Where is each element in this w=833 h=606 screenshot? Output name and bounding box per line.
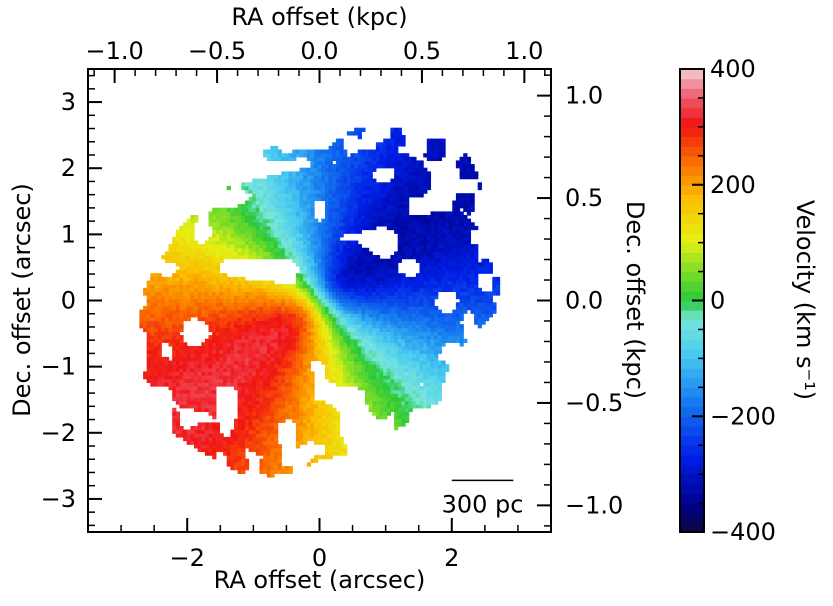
- colorbar-band: [680, 425, 704, 437]
- colorbar-tick-label: −200: [710, 402, 776, 430]
- y2-tick-label: 1.0: [565, 82, 603, 110]
- y-axis-ticks: −3 −2 −1 0 1 2 3: [41, 74, 102, 527]
- y-tick-label: 3: [61, 88, 76, 116]
- x-axis-ticks: −2 0 2: [87, 518, 552, 572]
- x2-axis-ticks: −1.0 −0.5 0.0 0.5 1.0: [85, 37, 546, 83]
- colorbar-band: [680, 175, 704, 186]
- colorbar-band: [680, 213, 704, 224]
- y2-tick-label: −1.0: [565, 491, 623, 519]
- colorbar-band: [680, 454, 704, 466]
- colorbar-band: [680, 271, 704, 282]
- colorbar-band: [680, 503, 704, 514]
- y2-tick-label: 0.5: [565, 184, 603, 212]
- colorbar-band: [680, 522, 704, 533]
- x2-tick-label: −1.0: [85, 37, 143, 65]
- colorbar-band: [680, 319, 704, 331]
- colorbar-band: [680, 126, 704, 138]
- colorbar-band: [680, 483, 704, 495]
- y-tick-label: −2: [41, 419, 76, 447]
- y-tick-label: 0: [61, 287, 76, 315]
- colorbar-tick-label: 400: [710, 55, 756, 83]
- colorbar-tick-label: 200: [710, 171, 756, 199]
- colorbar-band: [680, 416, 704, 427]
- colorbar-band: [680, 155, 704, 167]
- colorbar-band: [680, 232, 704, 244]
- y-axis-title: Dec. offset (arcsec): [8, 183, 36, 417]
- x2-tick-label: 1.0: [505, 37, 543, 65]
- colorbar-band: [680, 377, 704, 388]
- colorbar-band: [680, 97, 704, 109]
- x-tick-label: 0: [312, 544, 327, 572]
- colorbar-band: [680, 184, 704, 195]
- colorbar-band: [680, 435, 704, 446]
- colorbar-band: [680, 136, 704, 147]
- colorbar-band: [680, 464, 704, 475]
- colorbar-band: [680, 242, 704, 253]
- y2-axis-title: Dec. offset (kpc): [621, 201, 649, 399]
- colorbar-tick-label: 0: [710, 287, 725, 315]
- colorbar-band: [680, 290, 704, 302]
- x2-tick-label: 0.0: [300, 37, 338, 65]
- x2-axis-title: RA offset (kpc): [231, 3, 407, 31]
- colorbar-band: [680, 348, 704, 359]
- colorbar-ticks: −400 −200 0 200 400: [692, 55, 776, 546]
- colorbar: −400 −200 0 200 400 Velocity (km s⁻¹): [679, 55, 819, 546]
- colorbar-band: [680, 261, 704, 273]
- colorbar-band: [680, 88, 704, 99]
- colorbar-band: [680, 204, 704, 215]
- colorbar-band: [680, 474, 704, 485]
- colorbar-band: [680, 223, 704, 234]
- colorbar-band: [680, 368, 704, 379]
- colorbar-band: [680, 194, 704, 205]
- x2-tick-label: 0.5: [403, 37, 441, 65]
- colorbar-band: [680, 358, 704, 369]
- y-tick-label: −3: [41, 485, 76, 513]
- colorbar-band: [680, 165, 704, 176]
- colorbar-title: Velocity (km s⁻¹): [791, 200, 819, 400]
- x-tick-label: −2: [170, 544, 205, 572]
- colorbar-band: [680, 300, 704, 311]
- x-axis-title: RA offset (arcsec): [214, 566, 426, 594]
- colorbar-band: [680, 281, 704, 292]
- colorbar-band: [680, 146, 704, 157]
- y2-axis-ticks: −1.0 −0.5 0.0 0.5 1.0: [537, 74, 623, 527]
- y-tick-label: 1: [61, 220, 76, 248]
- y2-tick-label: −0.5: [565, 389, 623, 417]
- colorbar-band: [680, 117, 704, 128]
- colorbar-tick-label: −400: [710, 518, 776, 546]
- y-tick-label: −1: [41, 353, 76, 381]
- colorbar-band: [680, 329, 704, 340]
- x-tick-label: 2: [444, 544, 459, 572]
- scale-bar-label: 300 pc: [442, 490, 524, 518]
- colorbar-band: [680, 69, 704, 80]
- scale-bar: 300 pc: [442, 479, 524, 518]
- colorbar-band: [680, 339, 704, 350]
- colorbar-band: [680, 387, 704, 398]
- colorbar-band: [680, 78, 704, 89]
- colorbar-band: [680, 396, 704, 408]
- colorbar-band: [680, 493, 704, 504]
- colorbar-band: [680, 406, 704, 417]
- y2-tick-label: 0.0: [565, 287, 603, 315]
- colorbar-band: [680, 107, 704, 118]
- y-tick-label: 2: [61, 154, 76, 182]
- x2-tick-label: −0.5: [188, 37, 246, 65]
- colorbar-band: [680, 252, 704, 263]
- colorbar-band: [680, 512, 704, 523]
- colorbar-band: [680, 445, 704, 456]
- velocity-field: [139, 127, 501, 478]
- colorbar-band: [680, 310, 704, 321]
